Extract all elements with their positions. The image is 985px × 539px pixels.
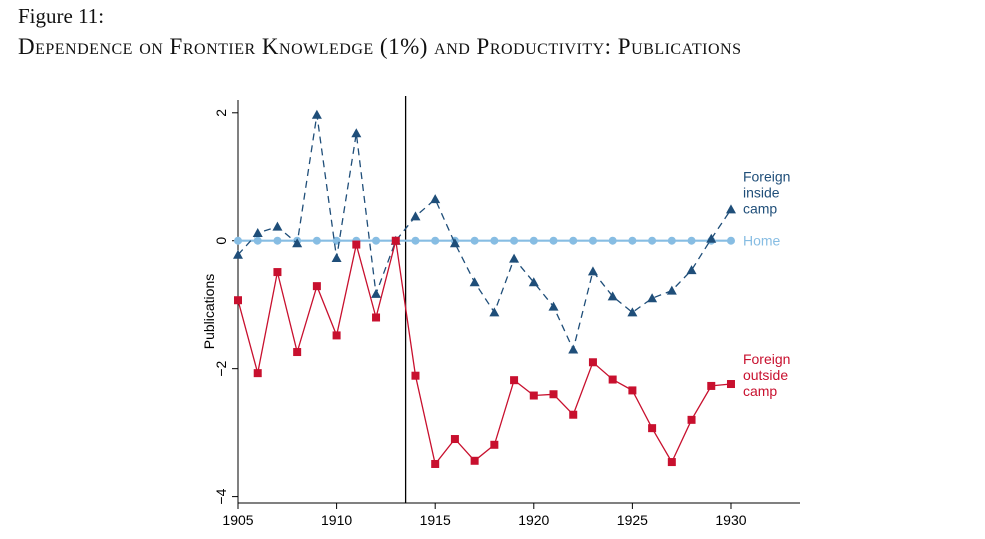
x-tick-label: 1925 <box>617 512 648 528</box>
y-tick-label: 2 <box>213 109 229 117</box>
series-label: inside <box>743 184 780 200</box>
figure-label: Figure 11: <box>18 4 105 28</box>
data-point-square <box>687 415 696 424</box>
data-point-square <box>273 268 282 277</box>
y-tick-label: 0 <box>213 237 229 245</box>
data-point-square <box>431 459 440 468</box>
y-tick-label: −4 <box>213 488 229 504</box>
data-point-square <box>312 282 321 291</box>
series-label: Foreign <box>743 168 790 184</box>
data-point-triangle <box>627 307 638 317</box>
x-tick-label: 1910 <box>321 512 352 528</box>
data-point-square <box>332 331 341 340</box>
data-point-triangle <box>548 301 559 311</box>
chart-axes: 1905 1910 1915 1920 1925 1930 2 0 −2 −4 Publicatio… <box>201 100 800 528</box>
data-point-square <box>628 386 637 395</box>
x-tick-label: 1930 <box>715 512 746 528</box>
data-point-triangle <box>449 238 460 248</box>
series-label: outside <box>743 367 788 383</box>
data-point-square <box>234 296 242 305</box>
data-point-triangle <box>351 128 362 138</box>
figure-title: Dependence on Frontier Knowledge (1%) an… <box>18 34 742 59</box>
data-point-square <box>510 376 519 385</box>
data-point-triangle <box>410 211 421 221</box>
data-point-circle <box>588 236 597 245</box>
data-point-square <box>293 348 302 357</box>
data-point-circle <box>628 236 637 245</box>
series-label: camp <box>743 200 777 216</box>
data-point-triangle <box>509 253 520 263</box>
data-point-triangle <box>430 194 441 204</box>
data-point-circle <box>253 236 262 245</box>
data-point-circle <box>470 236 479 245</box>
data-point-circle <box>312 236 321 245</box>
data-point-circle <box>431 236 440 245</box>
data-point-triangle <box>489 307 500 317</box>
data-point-triangle <box>331 253 342 263</box>
data-point-circle <box>529 236 538 245</box>
data-point-triangle <box>311 109 322 119</box>
data-point-circle <box>549 236 558 245</box>
data-point-square <box>726 380 735 389</box>
data-point-triangle <box>607 291 618 301</box>
data-point-square <box>588 358 597 367</box>
data-point-triangle <box>568 344 579 354</box>
data-point-square <box>667 458 676 467</box>
data-point-triangle <box>371 288 382 298</box>
data-point-square <box>352 240 361 249</box>
y-axis-title: Publications <box>201 274 217 350</box>
data-point-square <box>253 369 262 378</box>
data-point-triangle <box>469 277 480 287</box>
data-point-triangle <box>666 285 677 295</box>
data-point-triangle <box>706 233 717 243</box>
series-label: camp <box>743 383 777 399</box>
data-point-triangle <box>587 266 598 276</box>
series-label: Home <box>743 233 781 249</box>
data-point-square <box>391 236 400 245</box>
data-point-triangle <box>292 238 303 248</box>
x-tick-label: 1920 <box>518 512 549 528</box>
data-point-circle <box>510 236 519 245</box>
data-point-triangle <box>233 249 243 259</box>
data-point-square <box>372 313 381 322</box>
data-point-square <box>450 435 459 444</box>
data-point-circle <box>490 236 499 245</box>
data-point-triangle <box>725 204 736 214</box>
x-tick-label: 1905 <box>222 512 253 528</box>
data-point-square <box>569 410 578 419</box>
x-tick-label: 1915 <box>420 512 451 528</box>
data-point-square <box>648 424 657 433</box>
data-point-square <box>470 456 479 465</box>
data-point-circle <box>726 236 735 245</box>
series-line-foreign-outside-camp <box>237 240 732 466</box>
data-point-square <box>529 391 538 400</box>
data-point-triangle <box>686 265 697 275</box>
series-label: Foreign <box>743 351 790 367</box>
data-point-triangle <box>252 228 263 238</box>
data-point-circle <box>608 236 617 245</box>
series-line-foreign-inside-camp <box>237 114 732 352</box>
data-point-circle <box>648 236 657 245</box>
data-point-circle <box>234 236 242 245</box>
data-point-triangle <box>272 221 283 231</box>
data-point-circle <box>372 236 381 245</box>
data-point-circle <box>569 236 578 245</box>
data-point-circle <box>687 236 696 245</box>
data-point-circle <box>667 236 676 245</box>
data-point-square <box>490 440 499 449</box>
data-point-square <box>608 375 617 384</box>
data-point-circle <box>411 236 420 245</box>
y-tick-label: −2 <box>213 360 229 376</box>
data-point-square <box>549 390 558 399</box>
data-point-circle <box>273 236 282 245</box>
chart-plot-area <box>233 96 736 503</box>
data-point-triangle <box>647 293 658 303</box>
data-point-square <box>411 371 420 380</box>
data-point-square <box>707 381 716 390</box>
data-point-triangle <box>528 277 539 287</box>
